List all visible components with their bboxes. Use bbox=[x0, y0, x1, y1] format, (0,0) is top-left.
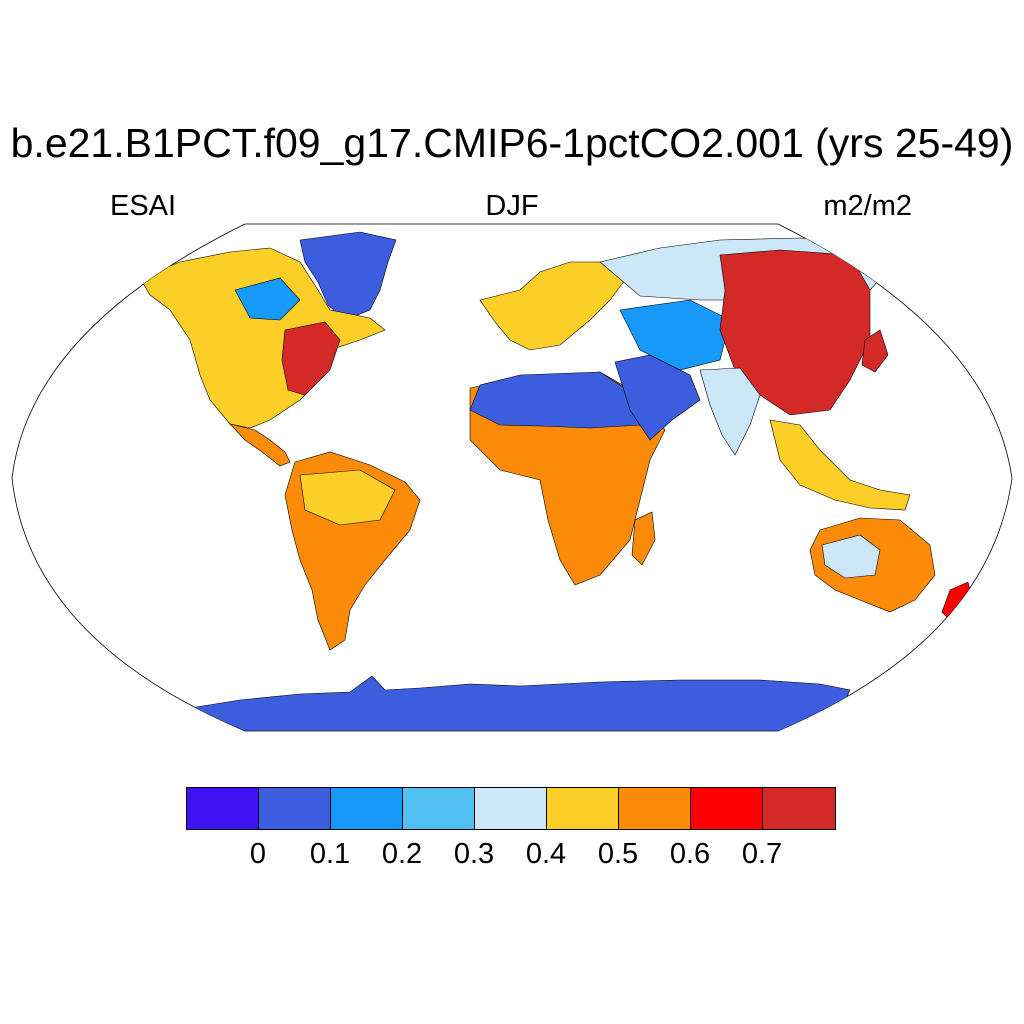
world-map bbox=[11, 223, 1013, 732]
colorbar-tick-label: 0.2 bbox=[381, 838, 423, 870]
colorbar-swatch bbox=[187, 788, 259, 829]
colorbar-swatch bbox=[331, 788, 403, 829]
colorbar-swatch bbox=[403, 788, 475, 829]
colorbar-tick-label: 0.1 bbox=[309, 838, 351, 870]
colorbar-swatch bbox=[619, 788, 691, 829]
colorbar-swatch bbox=[547, 788, 619, 829]
colorbar-tick-label: 0.5 bbox=[597, 838, 639, 870]
units-label: m2/m2 bbox=[823, 190, 912, 222]
region-central-america bbox=[229, 423, 291, 467]
region-amazon bbox=[299, 469, 396, 526]
colorbar-swatch bbox=[691, 788, 763, 829]
region-southeast-asia bbox=[769, 419, 911, 511]
colorbar-swatch bbox=[259, 788, 331, 829]
colorbar-tick-label: 0.4 bbox=[525, 838, 567, 870]
colorbar-tick-label: 0.3 bbox=[453, 838, 495, 870]
region-madagascar bbox=[631, 511, 656, 566]
colorbar-tick-label: 0 bbox=[249, 838, 267, 870]
colorbar bbox=[186, 787, 836, 830]
region-eastern-north-america bbox=[281, 321, 341, 396]
colorbar-swatch bbox=[475, 788, 547, 829]
region-europe bbox=[479, 261, 626, 351]
region-australia-interior bbox=[821, 534, 881, 579]
colorbar-swatch bbox=[763, 788, 835, 829]
region-greenland bbox=[299, 231, 397, 321]
region-japan bbox=[861, 329, 889, 373]
colorbar-tick-label: 0.6 bbox=[669, 838, 711, 870]
region-canadian-shield bbox=[234, 277, 301, 321]
region-india bbox=[699, 367, 761, 456]
variable-label: ESAI bbox=[110, 190, 177, 222]
page-title: b.e21.B1PCT.f09_g17.CMIP6-1pctCO2.001 (y… bbox=[10, 120, 1014, 166]
colorbar-tick-label: 0.7 bbox=[741, 838, 783, 870]
region-central-asia bbox=[619, 299, 731, 371]
season-label: DJF bbox=[485, 190, 539, 222]
